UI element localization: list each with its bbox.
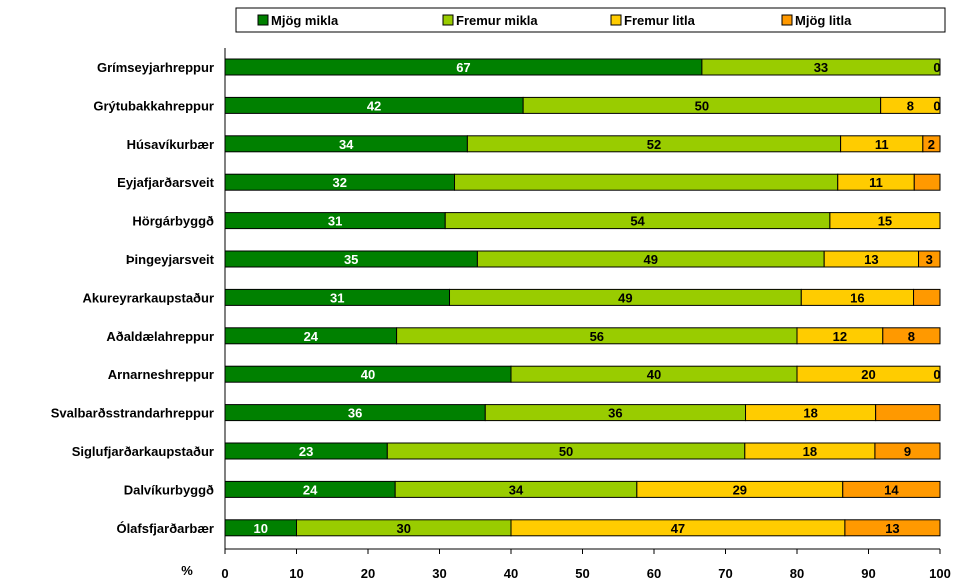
data-label: 24 bbox=[303, 482, 318, 497]
data-label: 31 bbox=[328, 214, 342, 229]
category-label: Aðaldælahreppur bbox=[106, 329, 214, 344]
category-label: Dalvíkurbyggð bbox=[124, 482, 214, 497]
x-tick-label: 80 bbox=[790, 566, 804, 581]
category-label: Grýtubakkahreppur bbox=[93, 98, 214, 113]
data-label: 20 bbox=[861, 367, 875, 382]
data-label: 11 bbox=[875, 137, 889, 152]
x-tick-label: 40 bbox=[504, 566, 518, 581]
bar-segment bbox=[796, 365, 941, 383]
legend: Mjög mikla Fremur mikla Fremur litla Mjög l… bbox=[235, 7, 946, 33]
data-label: 50 bbox=[695, 98, 709, 113]
bar-segment bbox=[918, 250, 941, 268]
bar-segment bbox=[913, 288, 941, 306]
data-label: 47 bbox=[671, 521, 685, 536]
data-label: 13 bbox=[864, 252, 878, 267]
data-label: 31 bbox=[330, 290, 344, 305]
bar-segment bbox=[882, 327, 941, 345]
bar-segment bbox=[454, 173, 839, 191]
legend-box bbox=[235, 7, 946, 33]
data-label: 52 bbox=[647, 137, 661, 152]
data-label: 8 bbox=[907, 98, 914, 113]
data-label: 49 bbox=[644, 252, 658, 267]
x-axis-label: % bbox=[181, 563, 193, 578]
x-tick-label: 20 bbox=[361, 566, 375, 581]
data-label: 32 bbox=[333, 175, 347, 190]
category-label: Siglufjarðarkaupstaður bbox=[72, 444, 214, 459]
bar-segment bbox=[842, 480, 941, 498]
data-label: 40 bbox=[647, 367, 661, 382]
data-label: 67 bbox=[456, 60, 470, 75]
category-label: Svalbarðsstrandarhreppur bbox=[51, 406, 214, 421]
bar-segment bbox=[701, 58, 941, 76]
legend-label: Fremur mikla bbox=[456, 13, 538, 28]
data-label: 0 bbox=[933, 60, 940, 75]
data-label: 24 bbox=[304, 329, 319, 344]
legend-label: Mjög mikla bbox=[271, 13, 339, 28]
category-labels: Grímseyjarhreppur Grýtubakkahreppur Húsaví… bbox=[51, 60, 215, 536]
data-label: 9 bbox=[904, 444, 911, 459]
bar-segment bbox=[913, 173, 941, 191]
data-label: 16 bbox=[850, 290, 864, 305]
data-label: 34 bbox=[339, 137, 354, 152]
x-tick-label: 90 bbox=[861, 566, 875, 581]
data-label: 49 bbox=[618, 290, 632, 305]
data-label: 0 bbox=[933, 98, 940, 113]
bar-segment bbox=[880, 96, 941, 114]
data-label: 18 bbox=[803, 444, 817, 459]
category-label: Grímseyjarhreppur bbox=[97, 60, 214, 75]
data-label: 30 bbox=[397, 521, 411, 536]
bar-segment bbox=[874, 442, 941, 460]
bar-segment bbox=[922, 135, 941, 153]
x-tick-label: 0 bbox=[221, 566, 228, 581]
data-label: 29 bbox=[733, 482, 747, 497]
category-label: Akureyrarkaupstaður bbox=[83, 290, 215, 305]
data-label: 14 bbox=[884, 482, 899, 497]
data-label: 2 bbox=[928, 137, 935, 152]
x-tick-label: 30 bbox=[432, 566, 446, 581]
data-label: 35 bbox=[344, 252, 358, 267]
category-label: Ólafsfjarðarbær bbox=[116, 521, 214, 536]
x-tick-label: 10 bbox=[289, 566, 303, 581]
data-label: 36 bbox=[348, 406, 362, 421]
bar-segment bbox=[829, 212, 941, 230]
x-tick-label: 50 bbox=[575, 566, 589, 581]
data-label: 18 bbox=[803, 406, 817, 421]
category-label: Hörgárbyggð bbox=[132, 214, 214, 229]
data-label: 15 bbox=[878, 214, 892, 229]
data-label: 34 bbox=[509, 482, 524, 497]
data-label: 56 bbox=[590, 329, 604, 344]
data-label: 40 bbox=[361, 367, 375, 382]
category-label: Húsavíkurbær bbox=[127, 137, 214, 152]
legend-swatch bbox=[610, 14, 622, 26]
data-label: 10 bbox=[254, 521, 268, 536]
data-label: 36 bbox=[608, 406, 622, 421]
legend-swatch bbox=[257, 14, 269, 26]
data-label: 11 bbox=[869, 175, 883, 190]
legend-label: Mjög litla bbox=[795, 13, 852, 28]
x-tick-label: 60 bbox=[647, 566, 661, 581]
data-label: 33 bbox=[814, 60, 828, 75]
data-label: 54 bbox=[630, 214, 645, 229]
category-label: Eyjafjarðarsveit bbox=[117, 175, 215, 190]
legend-swatch bbox=[442, 14, 454, 26]
data-label: 3 bbox=[926, 252, 933, 267]
x-axis: 0 10 20 30 40 50 60 70 80 90 100% bbox=[181, 48, 951, 581]
data-label: 50 bbox=[559, 444, 573, 459]
category-label: Arnarneshreppur bbox=[108, 367, 214, 382]
data-label: 0 bbox=[933, 367, 940, 382]
data-label: 8 bbox=[908, 329, 915, 344]
data-label: 13 bbox=[885, 521, 899, 536]
bar-segment bbox=[875, 404, 941, 422]
legend-swatch bbox=[781, 14, 793, 26]
x-tick-label: 100 bbox=[929, 566, 951, 581]
data-label: 12 bbox=[833, 329, 847, 344]
category-label: Þingeyjarsveit bbox=[126, 252, 215, 267]
bar-segment bbox=[844, 519, 941, 537]
legend-label: Fremur litla bbox=[624, 13, 696, 28]
x-tick-label: 70 bbox=[718, 566, 732, 581]
data-label: 42 bbox=[367, 98, 381, 113]
data-label: 23 bbox=[299, 444, 313, 459]
